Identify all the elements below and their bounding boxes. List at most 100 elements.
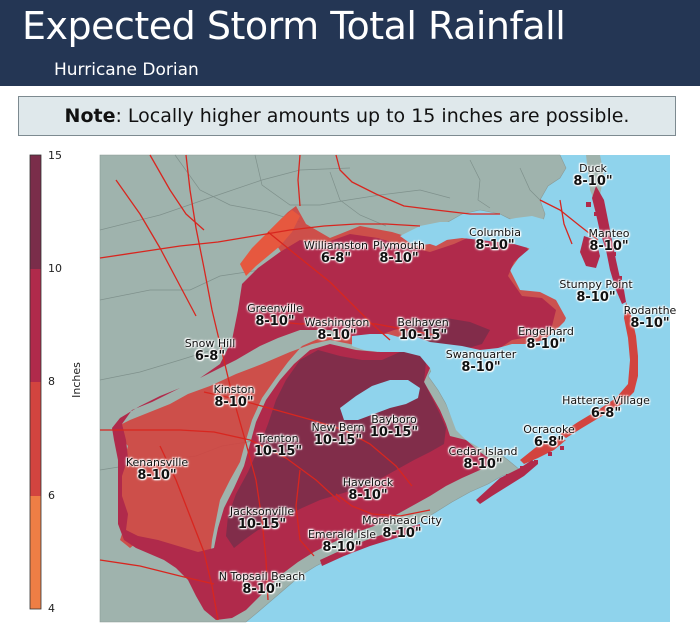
location-label-snow-hill: Snow Hill 6-8": [185, 338, 236, 363]
colorbar-frame: [29, 154, 42, 610]
location-label-engelhard: Engelhard 8-10": [518, 326, 574, 351]
roanoke-island-rain: [580, 236, 600, 268]
location-label-duck: Duck 8-10": [573, 163, 612, 188]
location-rainfall: 8-10": [461, 359, 501, 375]
location-name: Kinston: [213, 383, 255, 396]
location-label-stumpy-point: Stumpy Point 8-10": [559, 279, 632, 304]
location-name: Columbia: [469, 226, 521, 239]
location-name: Bayboro: [371, 413, 417, 426]
location-rainfall: 10-15": [313, 432, 363, 448]
outer-banks-dots: [506, 202, 622, 478]
note-text: : Locally higher amounts up to 15 inches…: [115, 105, 630, 127]
location-rainfall: 6-8": [590, 405, 622, 421]
location-rainfall: 8-10": [255, 313, 295, 329]
ocracoke-rain: [520, 438, 566, 464]
location-label-columbia: Columbia 8-10": [469, 227, 521, 252]
location-name: Manteo: [588, 227, 630, 240]
location-rainfall: 8-10": [526, 336, 566, 352]
location-name: Trenton: [257, 432, 299, 445]
location-rainfall: 8-10": [214, 394, 254, 410]
location-label-jacksonville: Jacksonville 10-15": [230, 506, 294, 531]
neuse-river: [340, 380, 420, 420]
location-rainfall: 6-8": [533, 434, 565, 450]
note-bold: Note: [64, 105, 116, 127]
location-rainfall: 8-10": [379, 250, 419, 266]
location-name: Emerald Isle: [307, 528, 377, 541]
hatteras-rain: [560, 302, 638, 438]
location-label-kinston: Kinston 8-10": [214, 384, 255, 409]
location-rainfall: 8-10": [317, 327, 357, 343]
location-label-kenansville: Kenansville 8-10": [126, 457, 188, 482]
location-name: Morehead City: [362, 514, 442, 527]
location-name: Kenansville: [125, 456, 189, 469]
location-label-cedar-island: Cedar Island 8-10": [449, 446, 518, 471]
location-label-ocracoke: Ocracoke 6-8": [523, 424, 575, 449]
outer-banks-rain: [592, 186, 626, 304]
location-name: Stumpy Point: [559, 278, 633, 291]
colorbar-band-8-10: [30, 269, 41, 382]
pamlico-sound: [380, 262, 606, 452]
location-label-belhaven: Belhaven 10-15": [397, 317, 448, 342]
location-label-n-topsail-beach: N Topsail Beach 8-10": [219, 571, 305, 596]
location-rainfall: 10-15": [253, 443, 303, 459]
location-name: Jacksonville: [229, 505, 295, 518]
colorbar-tick-4: 4: [48, 602, 55, 615]
colorbar-tick-10: 10: [48, 262, 62, 275]
location-name: N Topsail Beach: [218, 570, 306, 583]
pamlico-river: [352, 334, 408, 352]
location-name: Hatteras Village: [562, 394, 650, 407]
page-subtitle: Hurricane Dorian: [54, 60, 199, 80]
location-rainfall: 8-10": [475, 237, 515, 253]
location-name: Belhaven: [397, 316, 449, 329]
location-name: Washington: [304, 316, 370, 329]
location-rainfall: 10-15": [398, 327, 448, 343]
location-name: Rodanthe: [623, 304, 677, 317]
location-rainfall: 6-8": [194, 348, 226, 364]
location-name: Havelock: [342, 476, 394, 489]
roads: [99, 154, 599, 621]
location-label-emerald-isle: Emerald Isle 8-10": [308, 529, 376, 554]
location-name: Ocracoke: [523, 423, 575, 436]
bogue-banks-rain: [320, 524, 420, 566]
location-rainfall: 10-15": [369, 424, 419, 440]
colorbar-band-6-8: [30, 382, 41, 496]
location-rainfall: 8-10": [348, 487, 388, 503]
location-label-plymouth: Plymouth 8-10": [373, 240, 425, 265]
location-rainfall: 8-10": [463, 456, 503, 472]
location-rainfall: 6-8": [320, 250, 352, 266]
location-name: Swanquarter: [445, 348, 517, 361]
location-name: Plymouth: [373, 239, 425, 252]
location-rainfall: 8-10": [630, 315, 670, 331]
location-label-washington: Washington 8-10": [305, 317, 370, 342]
location-label-havelock: Havelock 8-10": [343, 477, 394, 502]
location-name: Snow Hill: [184, 337, 236, 350]
rain-zone-6-8-west: [240, 210, 300, 276]
location-label-rodanthe: Rodanthe 8-10": [624, 305, 677, 330]
location-label-manteo: Manteo 8-10": [588, 228, 629, 253]
location-name: Duck: [579, 162, 607, 175]
colorbar-band-4-6: [30, 496, 41, 609]
colorbar-label: Inches: [70, 362, 83, 398]
core-banks-rain: [476, 460, 538, 504]
location-name: Cedar Island: [448, 445, 518, 458]
location-label-hatteras-village: Hatteras Village 6-8": [562, 395, 650, 420]
location-name: New Bern: [311, 421, 365, 434]
location-rainfall: 10-15": [237, 516, 287, 532]
location-rainfall: 8-10": [322, 539, 362, 555]
location-label-new-bern: New Bern 10-15": [311, 422, 364, 447]
location-rainfall: 8-10": [242, 581, 282, 597]
location-label-williamston: Williamston 6-8": [304, 240, 368, 265]
colorbar-tick-6: 6: [48, 489, 55, 502]
location-rainfall: 8-10": [573, 173, 613, 189]
location-rainfall: 8-10": [382, 525, 422, 541]
location-name: Engelhard: [518, 325, 574, 338]
location-label-swanquarter: Swanquarter 8-10": [446, 349, 517, 374]
location-label-greenville: Greenville 8-10": [247, 303, 303, 328]
albemarle-sound: [400, 216, 552, 254]
colorbar-tick-15: 15: [48, 149, 62, 162]
colorbar: [29, 154, 42, 610]
note-box: Note: Locally higher amounts up to 15 in…: [18, 96, 676, 136]
page-title: Expected Storm Total Rainfall: [22, 4, 566, 48]
location-label-morehead-city: Morehead City 8-10": [362, 515, 442, 540]
